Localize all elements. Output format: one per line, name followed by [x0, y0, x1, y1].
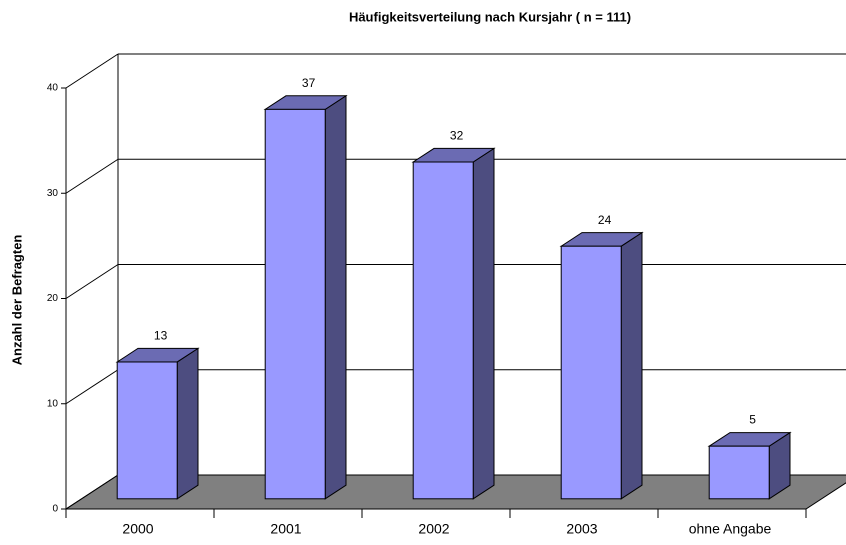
- y-axis-label: Anzahl der Befragten: [9, 235, 24, 366]
- x-tick-label: 2003: [566, 521, 597, 537]
- y-tick-label: 0: [52, 504, 58, 515]
- grid-line: [65, 369, 119, 405]
- bar: [560, 245, 622, 500]
- value-label: 37: [302, 76, 316, 90]
- bar: [116, 361, 178, 500]
- value-label: 5: [749, 413, 756, 427]
- bar-side: [620, 231, 643, 500]
- bar: [264, 108, 326, 500]
- value-label: 13: [154, 329, 168, 343]
- y-tick-label: 40: [47, 83, 59, 94]
- grid-line: [65, 264, 119, 299]
- bar-side: [472, 147, 495, 500]
- grid-line: [65, 474, 119, 510]
- value-label: 32: [450, 129, 464, 143]
- bar: [412, 161, 474, 500]
- x-tick-label: 2000: [122, 521, 153, 537]
- x-tick-label: 2002: [418, 521, 449, 537]
- y-tick-label: 10: [47, 398, 59, 409]
- grid-line: [65, 53, 119, 89]
- value-label: 24: [598, 213, 612, 227]
- grid-line: [65, 158, 119, 194]
- y-tick-label: 20: [47, 293, 59, 304]
- y-tick-label: 30: [47, 188, 59, 199]
- x-tick-label: ohne Angabe: [689, 521, 772, 537]
- x-tick-label: 2001: [270, 521, 301, 537]
- chart-title: Häufigkeitsverteilung nach Kursjahr ( n …: [349, 9, 631, 24]
- bar: [708, 445, 770, 500]
- bar-side: [176, 347, 199, 500]
- bar-side: [324, 94, 347, 500]
